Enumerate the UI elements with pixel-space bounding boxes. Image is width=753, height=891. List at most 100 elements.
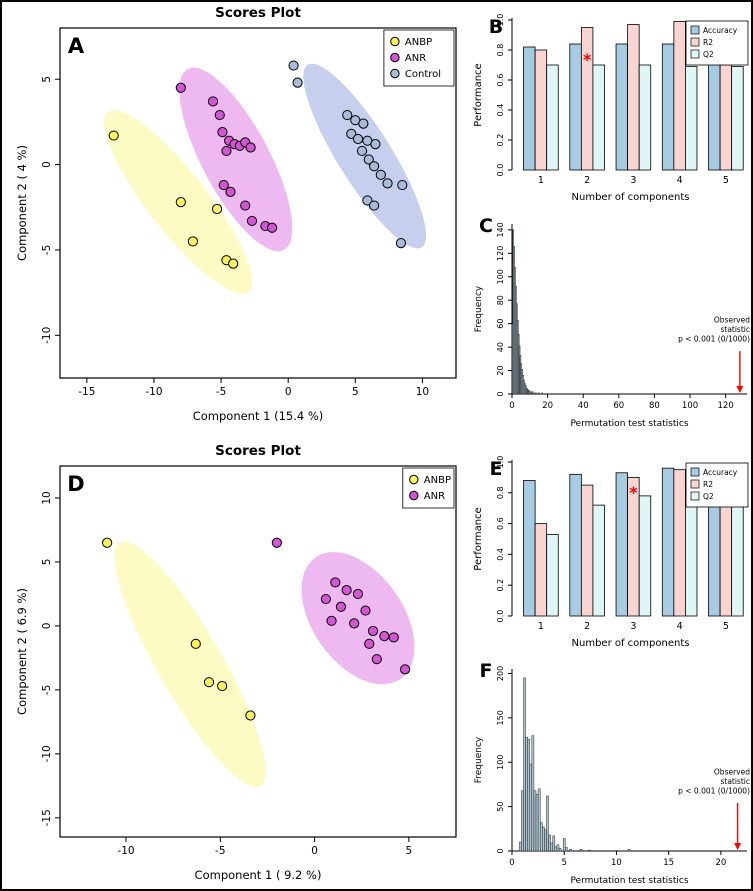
data-point-ANBP bbox=[175, 197, 186, 208]
x-tick-label: 120 bbox=[718, 401, 734, 411]
data-point-ANR bbox=[218, 179, 229, 191]
histogram-bar bbox=[541, 392, 543, 395]
category-label: 5 bbox=[723, 621, 729, 632]
histogram-bar bbox=[531, 735, 535, 852]
data-point-ANR bbox=[341, 584, 352, 596]
confidence-ellipse-ANBP bbox=[114, 541, 266, 788]
histogram-bar bbox=[527, 738, 530, 852]
data-point-Control bbox=[382, 178, 393, 189]
panel-label: C bbox=[479, 215, 493, 237]
bar-Accuracy bbox=[523, 46, 536, 171]
histogram-bar bbox=[565, 847, 568, 852]
data-point-ANBP bbox=[228, 258, 239, 269]
histogram-chart-C: 0 20 40 60 80 100 120 0 20 40 60 80 100 120 140 Permuta… bbox=[474, 215, 750, 429]
histogram-bar bbox=[548, 834, 551, 852]
histogram-bar bbox=[529, 391, 532, 395]
data-point-ANR bbox=[371, 654, 382, 665]
panel-label: D bbox=[67, 472, 84, 496]
histogram-bar bbox=[521, 790, 524, 852]
y-tick-label: 0.0 bbox=[496, 164, 505, 177]
annotation-line: Observed bbox=[714, 316, 750, 325]
y-tick-label: -15 bbox=[41, 809, 53, 826]
data-point-ANR bbox=[245, 142, 256, 153]
data-point-Control bbox=[370, 138, 381, 150]
histogram-bar bbox=[531, 391, 534, 395]
data-point-ANR bbox=[246, 215, 258, 227]
confidence-ellipse-Control bbox=[303, 63, 427, 249]
annotation-line: Observed bbox=[714, 768, 750, 777]
y-tick-label: 100 bbox=[496, 755, 505, 770]
x-axis-label: Number of components bbox=[572, 192, 690, 203]
x-axis-label: Number of components bbox=[572, 638, 690, 649]
histogram-bar bbox=[535, 793, 539, 852]
y-axis-label: Frequency bbox=[474, 736, 484, 783]
histogram-bar bbox=[533, 790, 537, 852]
x-tick-label: -10 bbox=[117, 845, 134, 857]
histogram-bar bbox=[558, 848, 562, 852]
confidence-ellipse-ANR bbox=[301, 552, 415, 685]
best-component-marker: * bbox=[629, 483, 638, 502]
data-point-ANBP bbox=[217, 680, 228, 692]
histogram-bar bbox=[542, 826, 545, 852]
category-label: 3 bbox=[630, 175, 636, 186]
x-tick-label: 5 bbox=[352, 386, 359, 398]
histogram-bar bbox=[535, 392, 537, 395]
x-axis-label: Component 1 ( 9.2 %) bbox=[195, 868, 322, 882]
legend-marker bbox=[409, 474, 419, 485]
y-tick-label: 0 bbox=[496, 848, 505, 853]
bar-R2 bbox=[534, 49, 548, 171]
annotation-line: p < 0.001 (0/1000) bbox=[678, 335, 750, 344]
x-tick-label: 40 bbox=[578, 401, 589, 411]
confidence-ellipse-ANR bbox=[179, 67, 293, 252]
histogram-bar bbox=[562, 838, 566, 852]
x-tick-label: -5 bbox=[215, 845, 225, 857]
data-point-ANR bbox=[360, 605, 371, 616]
legend-marker bbox=[390, 68, 400, 79]
y-tick-label: 1.0 bbox=[496, 456, 505, 469]
category-label: 5 bbox=[723, 175, 729, 186]
x-axis-label: Permutation test statistics bbox=[570, 419, 688, 429]
bar-Q2 bbox=[592, 64, 605, 171]
histogram-bar bbox=[523, 677, 526, 852]
y-tick-label: -10 bbox=[41, 327, 53, 344]
bar-Q2 bbox=[731, 500, 744, 617]
histogram-bar bbox=[588, 849, 591, 852]
histogram-bar bbox=[519, 841, 522, 852]
data-point-ANBP bbox=[203, 677, 215, 688]
y-tick-label: 80 bbox=[496, 295, 505, 305]
data-point-ANR bbox=[175, 82, 186, 93]
bar-Accuracy bbox=[615, 43, 629, 171]
data-point-ANR bbox=[364, 638, 375, 649]
data-point-ANBP bbox=[245, 710, 256, 721]
plot-box bbox=[59, 27, 457, 379]
bar-Q2 bbox=[638, 64, 652, 171]
legend-swatch bbox=[690, 25, 700, 35]
bar-Q2 bbox=[685, 66, 698, 171]
legend-swatch bbox=[690, 49, 700, 59]
bar-Accuracy bbox=[523, 480, 536, 617]
y-tick-label: 0.2 bbox=[496, 579, 505, 592]
bar-Q2 bbox=[731, 66, 744, 171]
category-label: 4 bbox=[677, 175, 683, 186]
data-point-Control bbox=[342, 109, 353, 121]
y-tick-label: 0.2 bbox=[496, 134, 505, 147]
y-tick-label: 0.6 bbox=[496, 517, 505, 530]
data-point-ANR bbox=[399, 664, 411, 675]
data-point-ANBP bbox=[211, 203, 223, 215]
data-point-Control bbox=[363, 154, 374, 165]
performance-bar-panel-e: 0.0 0.2 0.4 0.6 0.8 1.0 1 2 3 4 5 Number of compone… bbox=[470, 452, 751, 652]
data-point-ANBP bbox=[187, 236, 198, 247]
permutation-histogram-panel-f: 0 5 10 15 20 0 50 100 150 200 Permutation test sta… bbox=[470, 655, 751, 889]
data-point-ANR bbox=[320, 593, 331, 605]
x-tick-label: 15 bbox=[663, 858, 674, 868]
x-tick-label: 0 bbox=[285, 386, 292, 398]
legend-label: Control bbox=[405, 69, 441, 80]
scores-plot-panel-d: Scores Plot -10 -5 0 5 -15 -10 -5 0 5 10 Component … bbox=[12, 440, 464, 889]
legend-swatch bbox=[690, 37, 700, 47]
annotation-line: statistic bbox=[720, 325, 750, 334]
data-point-ANR bbox=[326, 615, 337, 626]
y-axis-label: Component 2 ( 6.9 %) bbox=[15, 588, 29, 715]
bar-R2 bbox=[673, 21, 686, 171]
legend-box bbox=[402, 467, 455, 509]
